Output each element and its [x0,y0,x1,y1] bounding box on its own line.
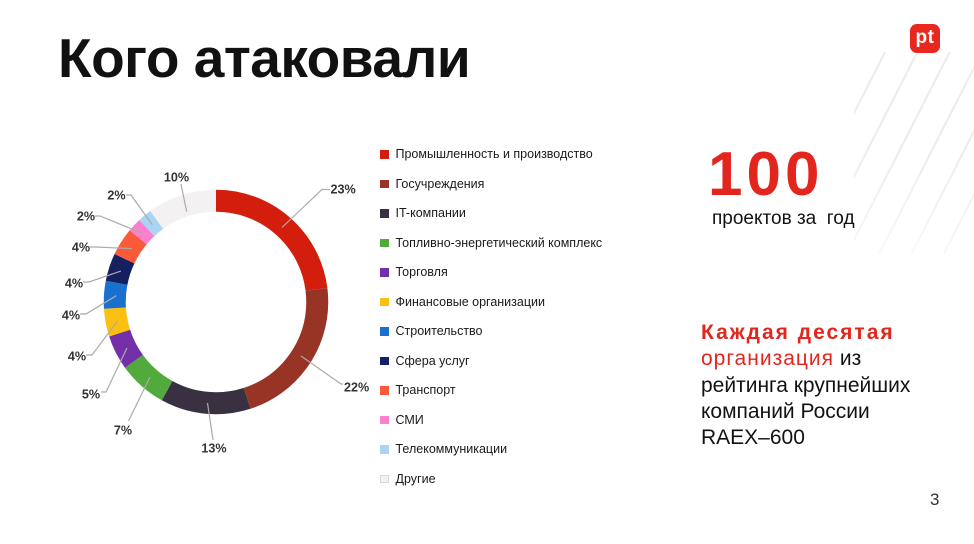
svg-text:4%: 4% [65,277,83,291]
svg-text:5%: 5% [82,388,100,402]
svg-text:22%: 22% [344,381,369,395]
svg-text:4%: 4% [68,350,86,364]
svg-text:10%: 10% [164,171,189,185]
svg-text:4%: 4% [72,241,90,255]
svg-text:23%: 23% [331,183,356,197]
svg-text:7%: 7% [114,424,132,438]
svg-text:13%: 13% [201,442,226,456]
svg-text:2%: 2% [107,189,125,203]
svg-text:2%: 2% [77,210,95,224]
svg-text:4%: 4% [62,309,80,323]
